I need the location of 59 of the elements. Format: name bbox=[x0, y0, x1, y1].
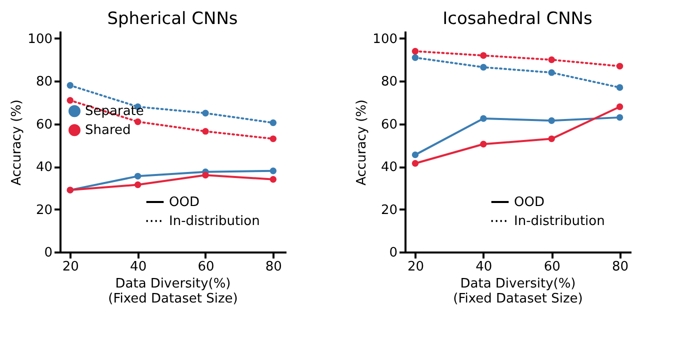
y-tick-label: 80 bbox=[36, 74, 52, 90]
point bbox=[202, 128, 209, 135]
x-axis-title: Data Diversity(%) (Fixed Dataset Size) bbox=[108, 276, 238, 306]
x-tick-label: 20 bbox=[407, 260, 424, 274]
point bbox=[412, 151, 419, 158]
point bbox=[202, 110, 209, 117]
point bbox=[270, 167, 277, 174]
x-tick-label: 40 bbox=[130, 260, 147, 274]
x-axis-title: Data Diversity(%) (Fixed Dataset Size) bbox=[453, 276, 583, 306]
point bbox=[270, 135, 277, 142]
annotation: OOD bbox=[169, 195, 200, 210]
point bbox=[412, 160, 419, 167]
point bbox=[202, 172, 209, 178]
point bbox=[66, 97, 74, 104]
point bbox=[548, 56, 555, 64]
point bbox=[134, 118, 142, 126]
y-tick-label: 40 bbox=[380, 160, 398, 176]
point bbox=[616, 103, 624, 110]
point bbox=[134, 172, 142, 180]
y-axis-title: Accuracy (%) bbox=[10, 100, 25, 186]
annotation: In-distribution bbox=[514, 214, 605, 229]
point bbox=[412, 54, 419, 61]
point bbox=[548, 135, 555, 142]
annotation: OOD bbox=[514, 195, 544, 210]
point bbox=[270, 119, 277, 126]
point bbox=[548, 69, 555, 76]
point bbox=[480, 64, 487, 71]
x-tick-label: 40 bbox=[476, 260, 492, 274]
point bbox=[66, 82, 74, 89]
y-tick-label: 0 bbox=[44, 246, 52, 260]
point bbox=[134, 181, 142, 188]
x-tick-label: 80 bbox=[612, 260, 629, 274]
y-tick-label: 80 bbox=[380, 74, 398, 90]
point bbox=[480, 140, 487, 148]
legend-label: Shared bbox=[85, 123, 131, 138]
y-tick-label: 20 bbox=[36, 202, 52, 218]
y-tick-label: 0 bbox=[389, 246, 398, 260]
point bbox=[480, 52, 487, 59]
point bbox=[480, 115, 487, 122]
x-tick-label: 80 bbox=[265, 260, 282, 274]
x-tick-label: 20 bbox=[62, 260, 79, 274]
y-tick-label: 40 bbox=[36, 160, 52, 176]
y-tick-label: 100 bbox=[372, 32, 398, 47]
y-axis-title: Accuracy (%) bbox=[354, 100, 370, 186]
x-tick-label: 60 bbox=[544, 260, 560, 274]
x-tick-label: 60 bbox=[198, 260, 214, 274]
y-tick-label: 60 bbox=[36, 117, 52, 132]
point bbox=[412, 48, 419, 55]
chart-title: Icosahedral CNNs bbox=[442, 9, 593, 29]
chart-title: Spherical CNNs bbox=[107, 9, 238, 29]
point bbox=[616, 114, 624, 121]
point bbox=[270, 176, 277, 183]
y-tick-label: 60 bbox=[380, 117, 398, 132]
point bbox=[548, 117, 555, 124]
point bbox=[616, 62, 624, 70]
annotation: In-distribution bbox=[169, 214, 260, 229]
y-tick-label: 100 bbox=[28, 32, 52, 47]
y-tick-label: 20 bbox=[380, 202, 398, 218]
point bbox=[616, 84, 624, 91]
